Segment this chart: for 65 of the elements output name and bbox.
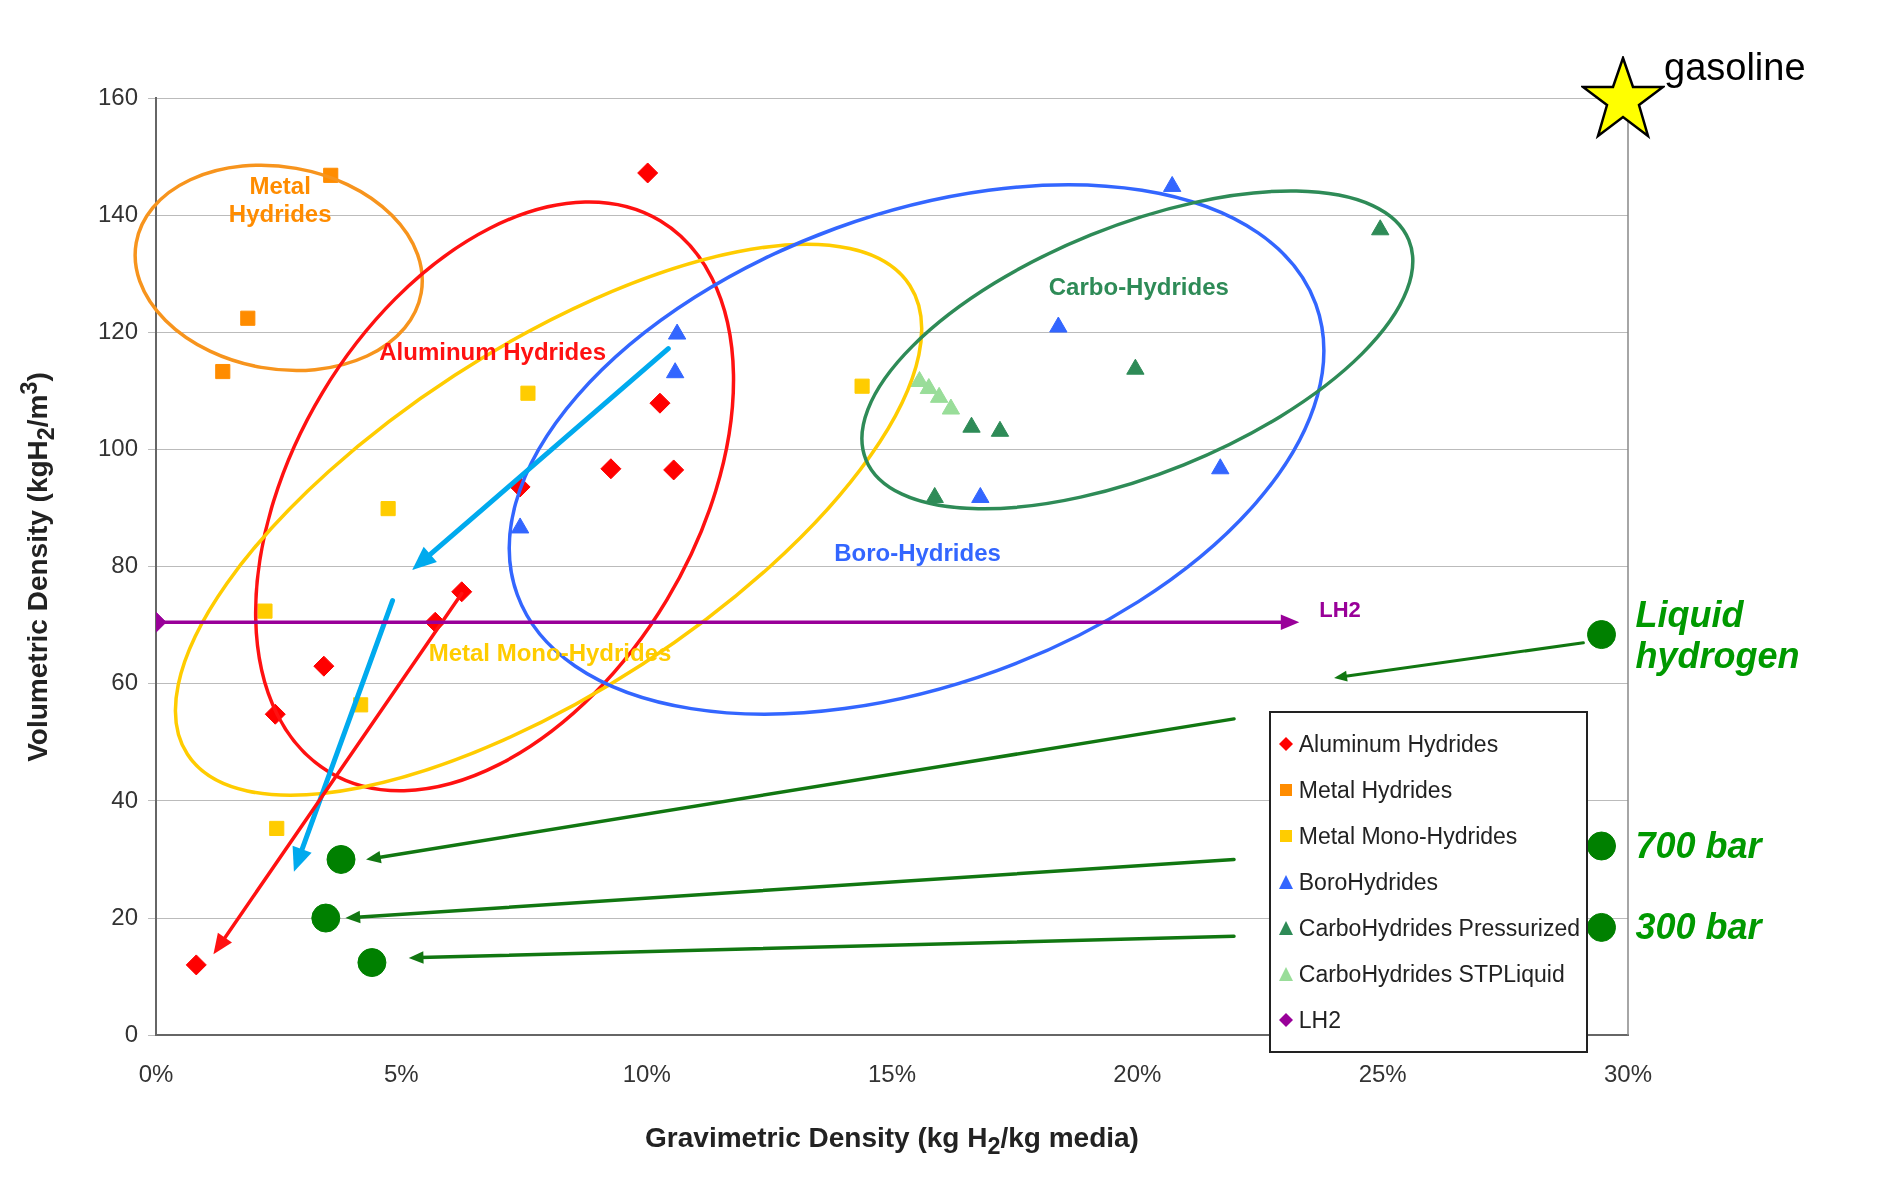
x-tick-label: 10% [622,1060,671,1088]
text: gasoline [1664,46,1806,90]
point [357,948,387,978]
point [185,954,207,976]
point [941,398,961,415]
point [257,603,273,619]
legend-label: CarboHydrides Pressurized [1298,914,1580,944]
point [269,820,285,836]
annotation: Carbo-Hydrides [1048,272,1229,301]
annotation: Metal Hydrides [227,172,333,228]
annotation: LH2 [1319,597,1361,623]
point [667,323,687,340]
point [311,903,341,933]
x-tick-label: 15% [868,1060,917,1088]
point [854,378,870,394]
y-tick-label: 20 [111,902,139,930]
y-tick-label: 140 [98,199,139,227]
legend-label: LH2 [1298,1006,1341,1036]
y-tick-label: 40 [111,785,139,813]
point [962,416,981,433]
x-tick-label: 30% [1603,1060,1653,1088]
point [600,458,622,480]
point [990,420,1010,437]
legend-label: Metal Hydrides [1298,776,1453,806]
point [663,459,685,481]
x-tick-label: 25% [1358,1060,1407,1088]
y-tick-label: 120 [98,316,139,344]
point [1587,831,1617,861]
point [215,363,231,380]
point [326,844,356,874]
point [1587,912,1617,942]
point [1211,458,1230,475]
y-tick-label: 0 [124,1019,139,1047]
x-axis-title: Gravimetric Density (kg H$_{2}$/kg media) [644,1122,1140,1160]
point [240,310,256,326]
point [510,517,530,534]
point [919,378,938,395]
x-tick-label: 5% [384,1060,419,1088]
point [1587,620,1617,650]
y-tick-label: 60 [111,668,139,696]
point [1049,316,1068,333]
x-tick-label: 0% [138,1060,174,1088]
legend-label: Aluminum Hydrides [1298,730,1499,760]
point [925,486,944,503]
y-tick-label: 100 [98,434,139,462]
y-tick-label: 160 [98,82,139,110]
point [665,362,685,379]
x-tick-label: 20% [1113,1060,1162,1088]
point [1126,358,1145,375]
legend-label: Metal Mono-Hydrides [1298,822,1518,852]
legend-label: CarboHydrides STPLiquid [1298,960,1565,990]
point [929,386,949,403]
y-tick-label: 80 [111,551,139,579]
point [1371,219,1390,236]
legend-label: BoroHydrides [1298,868,1439,898]
point [649,392,671,414]
text: 300 bar [1635,906,1762,949]
point [313,655,335,677]
point [971,486,990,503]
annotation: Boro-Hydrides [834,539,1001,567]
point [1163,175,1182,192]
text: Liquid hydrogen [1635,593,1800,676]
text: 700 bar [1635,825,1762,867]
point [520,385,536,401]
point [380,501,396,517]
